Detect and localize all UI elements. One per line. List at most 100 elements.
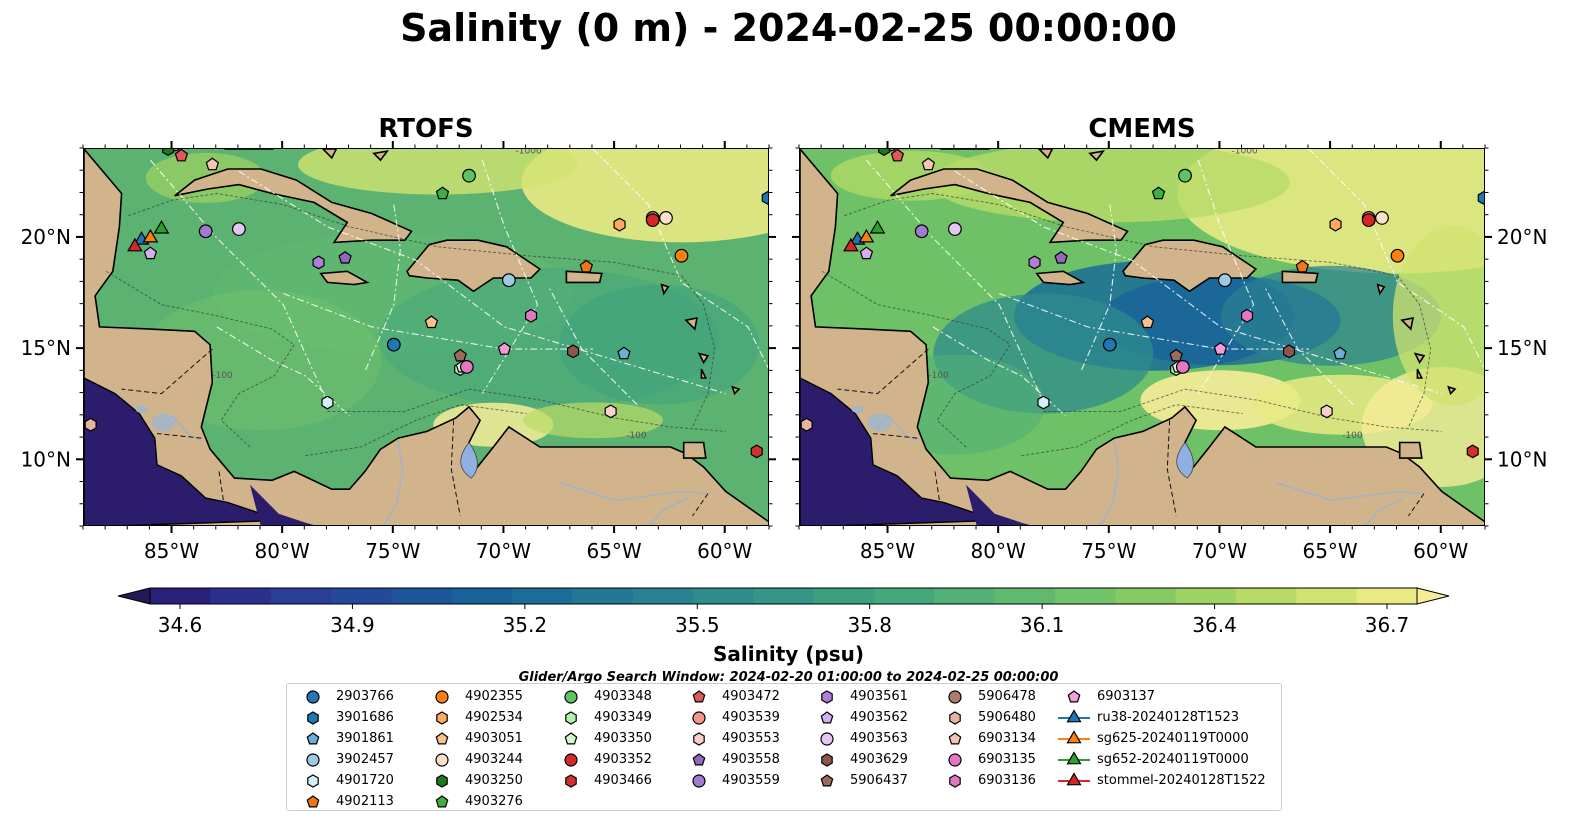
marker-4903466[interactable] <box>750 444 763 459</box>
legend-marker-icon <box>1058 771 1090 785</box>
marker-2903766[interactable] <box>1102 337 1117 352</box>
colorbar-tick-label: 36.7 <box>1365 613 1410 637</box>
marker-4903250[interactable] <box>877 149 891 156</box>
marker-4903562[interactable] <box>143 246 158 260</box>
marker-4902113[interactable] <box>1295 259 1310 273</box>
legend-marker-icon <box>306 794 320 807</box>
marker-3901686[interactable] <box>1477 190 1485 205</box>
marker-4903629[interactable] <box>567 344 580 359</box>
marker-3901861[interactable] <box>617 346 631 360</box>
marker-sg652-20240119T0000[interactable] <box>153 220 170 234</box>
legend-marker-icon <box>1058 750 1090 764</box>
marker-4903559[interactable] <box>914 224 929 239</box>
colorbar-segment <box>391 588 453 604</box>
marker-6903136[interactable] <box>1241 308 1254 323</box>
marker-5906480[interactable] <box>800 417 813 432</box>
legend-marker-icon <box>820 731 834 746</box>
marker-4903051[interactable] <box>424 315 439 329</box>
map-panel-cmems[interactable]: -100 -1000 -100 <box>799 148 1485 526</box>
marker-2903766[interactable] <box>386 337 401 352</box>
marker-4903472[interactable] <box>890 149 905 162</box>
marker-3902457[interactable] <box>501 273 516 288</box>
marker-3901861[interactable] <box>1333 346 1347 360</box>
legend-column: 4902355 4902534 4903051 4903244 4903250 49032… <box>424 686 523 812</box>
marker-sg625-20240119T0000[interactable] <box>142 228 159 243</box>
marker-4903553[interactable] <box>604 404 617 419</box>
marker-4903563[interactable] <box>232 222 246 236</box>
legend-item: 4903629 <box>809 749 908 770</box>
legend-label: 4903051 <box>465 731 523 746</box>
marker-4903553[interactable] <box>1320 404 1333 419</box>
map-panel-rtofs[interactable]: -100 -1000 -100 <box>83 148 769 526</box>
marker-4903051[interactable] <box>1140 315 1155 329</box>
marker-4902534[interactable] <box>613 217 626 232</box>
marker-4903276[interactable] <box>435 186 450 200</box>
marker-5906437[interactable] <box>453 348 467 362</box>
marker-4903563[interactable] <box>948 222 962 236</box>
legend-marker-icon <box>949 710 961 725</box>
marker-6903137[interactable] <box>497 342 512 355</box>
legend-label: 2903766 <box>336 689 394 704</box>
colorbar-segment <box>1236 588 1297 604</box>
marker-6903137[interactable] <box>1213 342 1228 355</box>
marker-4903276[interactable] <box>1151 186 1166 200</box>
lat-tick-label: 20°N <box>21 225 71 249</box>
marker-4903348[interactable] <box>1178 168 1192 183</box>
axes-overlay: 85°W 80°W 75°W 70°W 65°W 60°W 20°N 15°N 10°N 85°W… <box>21 141 1547 637</box>
marker-4903352[interactable] <box>645 213 660 228</box>
legend-label: 4903553 <box>722 731 780 746</box>
marker-4902355[interactable] <box>1390 248 1405 263</box>
marker-5906480[interactable] <box>84 417 97 432</box>
marker-4903244[interactable] <box>1375 211 1389 225</box>
marker-4903561[interactable] <box>1028 255 1041 270</box>
lat-tick-label: 20°N <box>1497 225 1547 249</box>
marker-4902534[interactable] <box>1329 217 1342 232</box>
marker-4903562[interactable] <box>859 246 874 260</box>
marker-sg652-20240119T0000[interactable] <box>869 220 886 234</box>
contour-label: -100 <box>626 431 647 441</box>
marker-4903629[interactable] <box>1283 344 1296 359</box>
marker-4902113[interactable] <box>579 259 594 273</box>
colorbar-tick-label: 35.5 <box>675 613 720 637</box>
colorbar-segment <box>693 588 754 604</box>
lon-tick-label: 85°W <box>860 539 915 563</box>
colorbar-segment <box>874 588 935 604</box>
marker-4903559[interactable] <box>198 224 213 239</box>
lon-tick-label: 70°W <box>476 539 531 563</box>
marker-sg625-20240119T0000[interactable] <box>858 228 875 243</box>
colorbar-segment <box>1356 588 1418 604</box>
marker-stommel-20240128T1522[interactable] <box>843 237 859 252</box>
marker-4903352[interactable] <box>1361 213 1376 228</box>
legend-label: 4903244 <box>465 752 523 767</box>
marker-6903135[interactable] <box>1175 360 1190 374</box>
marker-4903558[interactable] <box>338 250 352 264</box>
legend-label: stommel-20240128T1522 <box>1097 773 1266 788</box>
marker-4903250[interactable] <box>161 149 175 156</box>
legend-label: 4903562 <box>850 710 908 725</box>
marker-stommel-20240128T1522[interactable] <box>127 237 143 252</box>
marker-4903558[interactable] <box>1054 250 1068 264</box>
marker-6903135[interactable] <box>459 360 474 374</box>
marker-6903134[interactable] <box>205 157 220 171</box>
marker-4903466[interactable] <box>1466 444 1479 459</box>
legend-item: 4903466 <box>553 770 652 791</box>
marker-3902457[interactable] <box>1217 273 1232 288</box>
legend-marker-icon <box>820 773 834 786</box>
legend-label: 3901861 <box>336 731 394 746</box>
marker-4903348[interactable] <box>462 168 476 183</box>
lon-tick-label: 75°W <box>1081 539 1136 563</box>
colorbar-segment <box>994 588 1056 604</box>
marker-4902355[interactable] <box>674 248 689 263</box>
marker-6903136[interactable] <box>525 308 538 323</box>
marker-4903472[interactable] <box>174 149 189 162</box>
legend-label: sg625-20240119T0000 <box>1097 731 1249 746</box>
marker-6903134[interactable] <box>921 157 936 171</box>
marker-4903561[interactable] <box>312 255 325 270</box>
marker-5906437[interactable] <box>1169 348 1183 362</box>
legend-item: 4903563 <box>809 728 908 749</box>
marker-4903244[interactable] <box>659 211 673 225</box>
marker-4901720[interactable] <box>1037 395 1050 410</box>
marker-4901720[interactable] <box>321 395 334 410</box>
marker-3901686[interactable] <box>761 190 769 205</box>
legend-item: 4903553 <box>681 728 780 749</box>
